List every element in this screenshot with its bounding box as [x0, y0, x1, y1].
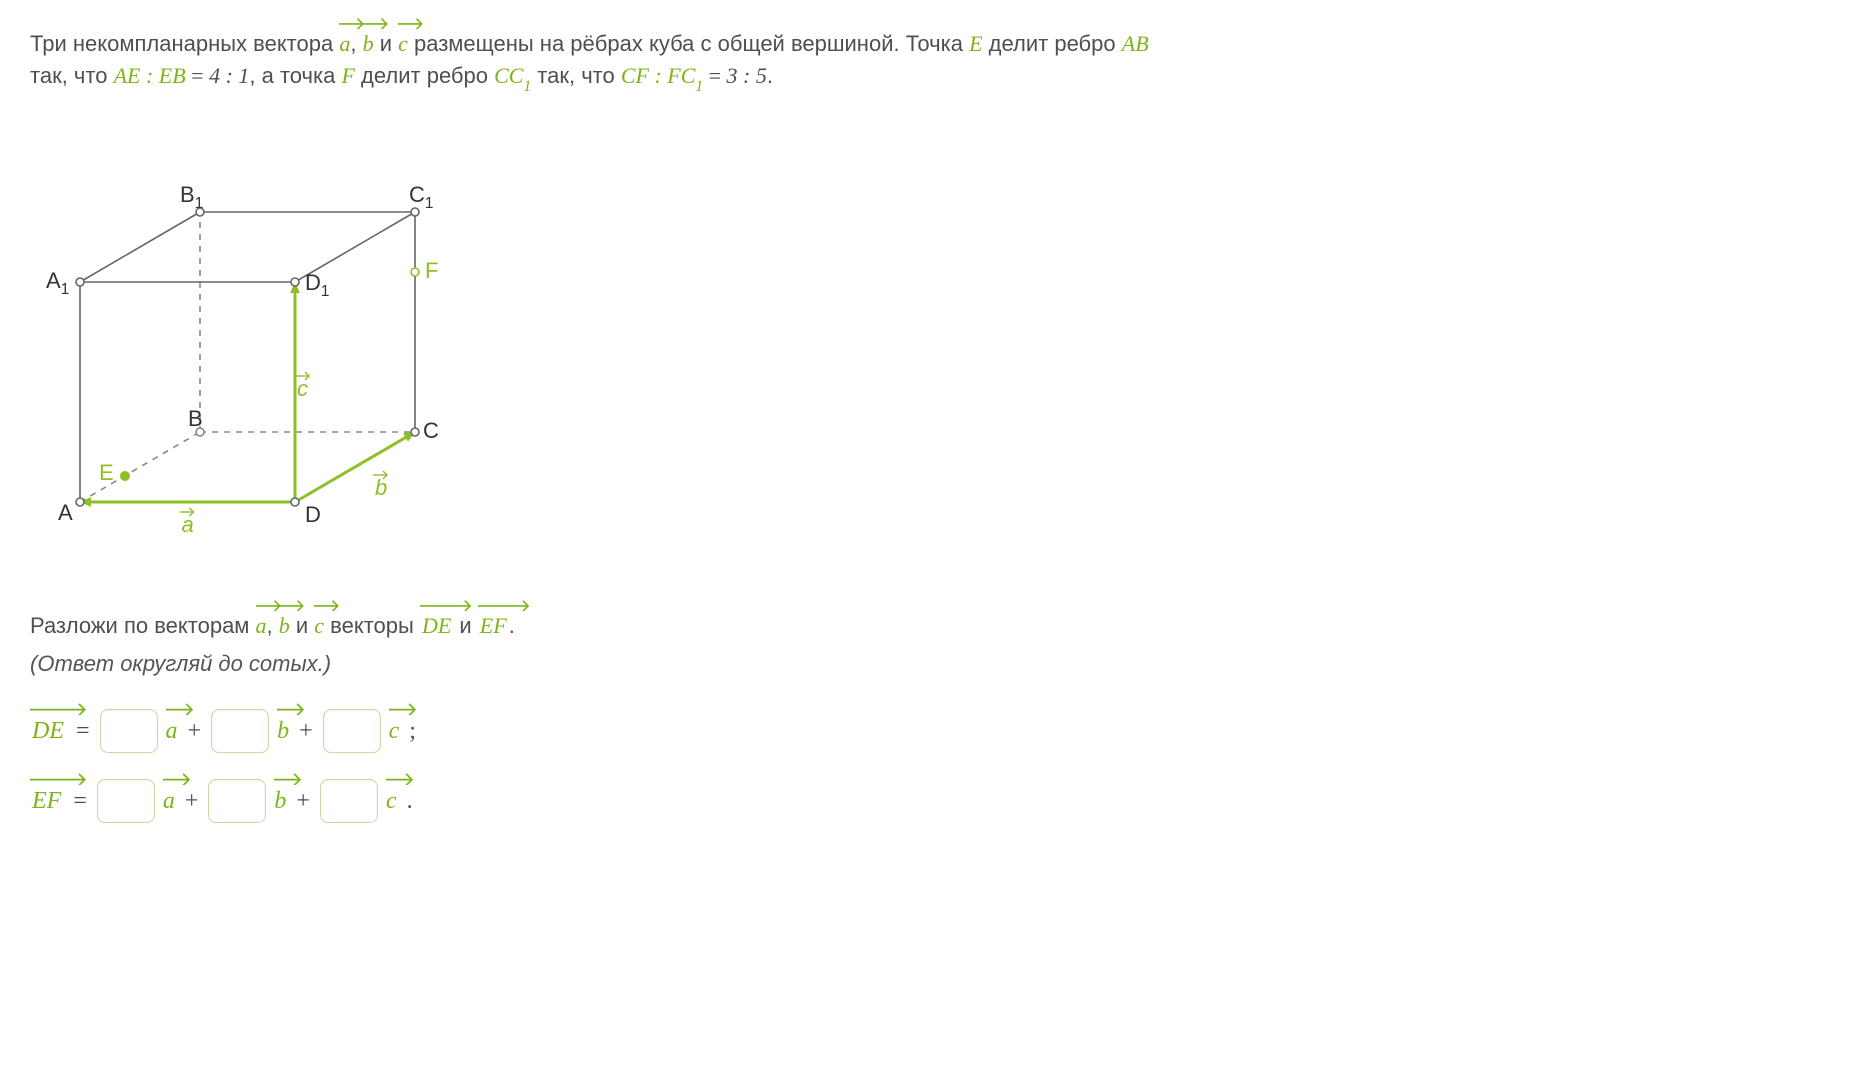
task-vec-b: b — [279, 610, 290, 642]
task-EF: EF — [478, 610, 509, 642]
intro-lead: Три некомпланарных вектора — [30, 31, 339, 56]
svg-text:D1: D1 — [305, 270, 329, 300]
task-and: и — [290, 613, 315, 638]
sep-and: и — [374, 31, 399, 56]
plus-1: + — [188, 714, 202, 749]
plus-2: + — [299, 714, 313, 749]
after-E: делит ребро — [983, 31, 1122, 56]
task-and2: и — [453, 613, 478, 638]
DE-coeff-c[interactable] — [323, 709, 381, 753]
task-line: Разложи по векторам a, b и c векторы DE … — [30, 610, 1822, 642]
eq1: = — [186, 63, 209, 88]
task-end: . — [509, 613, 515, 638]
DE-coeff-a[interactable] — [100, 709, 158, 753]
semicolon: ; — [409, 714, 416, 749]
svg-text:F: F — [425, 258, 438, 283]
ratio2-rhs: 3 : 5 — [727, 63, 767, 88]
DE-vec-a: a — [166, 714, 178, 749]
DE-coeff-b[interactable] — [211, 709, 269, 753]
answer-row-DE: DE = a + b + c ; — [30, 709, 1822, 753]
eq-sign-2: = — [73, 784, 87, 819]
point-E: E — [969, 31, 982, 56]
cube-figure: A D C B A1 B1 C1 D1 E Fa b c — [30, 132, 1822, 562]
svg-text:c: c — [297, 376, 308, 401]
svg-text:A: A — [58, 500, 73, 525]
EF-label: EF — [30, 784, 63, 819]
mid: , а точка — [249, 63, 341, 88]
vec-c-symbol: c — [398, 28, 408, 60]
point-F: F — [341, 63, 354, 88]
task-vec-a: a — [256, 610, 267, 642]
EF-vec-a: a — [163, 784, 175, 819]
svg-text:B: B — [188, 406, 203, 431]
eq-sign: = — [76, 714, 90, 749]
svg-text:D: D — [305, 502, 321, 527]
svg-text:B1: B1 — [180, 182, 203, 212]
DE-vec-b: b — [277, 714, 289, 749]
DE-label: DE — [30, 714, 66, 749]
svg-text:C: C — [423, 418, 439, 443]
task-sep: , — [267, 613, 279, 638]
EF-vec-c: c — [386, 784, 397, 819]
cube-svg: A D C B A1 B1 C1 D1 E Fa b c — [30, 132, 450, 562]
ratio1-rhs: 4 : 1 — [209, 63, 249, 88]
svg-text:a: a — [182, 512, 194, 537]
answer-row-EF: EF = a + b + c . — [30, 779, 1822, 823]
EF-coeff-c[interactable] — [320, 779, 378, 823]
after-CC1: так, что — [531, 63, 621, 88]
EF-coeff-b[interactable] — [208, 779, 266, 823]
plus-3: + — [185, 784, 199, 819]
EF-coeff-a[interactable] — [97, 779, 155, 823]
answers-block: DE = a + b + c ; EF = a + b + c . — [30, 709, 1822, 823]
svg-text:A1: A1 — [46, 268, 69, 298]
edge-CC1: CC1 — [494, 63, 531, 88]
ratio1-lhs: AE : EB — [114, 63, 186, 88]
task-vec-c: c — [314, 610, 324, 642]
final-period: . — [407, 784, 413, 819]
DE-vec-c: c — [389, 714, 400, 749]
hint-line: (Ответ округляй до сотых.) — [30, 648, 1822, 680]
sep: , — [350, 31, 362, 56]
svg-text:b: b — [375, 475, 387, 500]
EF-vec-b: b — [274, 784, 286, 819]
svg-text:E: E — [99, 460, 114, 485]
plus-4: + — [296, 784, 310, 819]
task-lead: Разложи по векторам — [30, 613, 256, 638]
task-tail: векторы — [324, 613, 420, 638]
period: . — [767, 63, 773, 88]
vec-a-symbol: a — [339, 28, 350, 60]
line2-lead: так, что — [30, 63, 114, 88]
problem-statement: Три некомпланарных вектора a, b и c разм… — [30, 28, 1822, 96]
task-DE: DE — [420, 610, 453, 642]
ratio2-lhs: CF : FC1 — [621, 63, 703, 88]
after-vectors: размещены на рёбрах куба с общей вершино… — [408, 31, 969, 56]
after-F: делит ребро — [355, 63, 494, 88]
svg-text:C1: C1 — [409, 182, 433, 212]
eq2: = — [703, 63, 726, 88]
edge-AB: AB — [1122, 31, 1149, 56]
vec-b-symbol: b — [363, 28, 374, 60]
